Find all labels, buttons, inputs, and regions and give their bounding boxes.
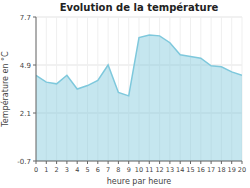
- x-tick-label: 3: [65, 166, 69, 174]
- x-tick-label: 8: [116, 166, 120, 174]
- area: [36, 35, 242, 161]
- x-tick-label: 4: [75, 166, 79, 174]
- x-tick: [46, 161, 47, 164]
- x-tick: [169, 161, 170, 164]
- y-tick: [33, 65, 36, 66]
- line: [36, 35, 242, 96]
- y-tick-label: 7.7: [20, 14, 31, 22]
- plot-area: [36, 35, 242, 161]
- x-tick-label: 9: [127, 166, 131, 174]
- x-tick: [190, 161, 191, 164]
- x-tick: [200, 161, 201, 164]
- x-tick-label: 14: [176, 166, 184, 174]
- x-tick-label: 2: [55, 166, 59, 174]
- y-tick: [33, 17, 36, 18]
- x-tick-label: 20: [238, 166, 246, 174]
- grid-line-x: [36, 17, 37, 161]
- x-tick-label: 6: [96, 166, 100, 174]
- x-tick: [159, 161, 160, 164]
- x-tick: [180, 161, 181, 164]
- x-tick: [128, 161, 129, 164]
- x-tick: [87, 161, 88, 164]
- x-tick: [77, 161, 78, 164]
- x-tick-label: 19: [228, 166, 236, 174]
- y-axis-line: [36, 17, 37, 161]
- title: Evolution de la température: [60, 2, 219, 13]
- x-tick: [221, 161, 222, 164]
- x-tick-label: 5: [85, 166, 89, 174]
- x-tick: [242, 161, 243, 164]
- chart-svg: 01234567891011121314151617181920-0.72.14…: [0, 0, 250, 188]
- x-tick-label: 1: [44, 166, 48, 174]
- x-tick: [118, 161, 119, 164]
- y-axis-label: Température en °C: [0, 51, 10, 128]
- grid: [36, 17, 242, 161]
- y-tick-label: -0.7: [17, 158, 31, 166]
- x-tick-label: 15: [186, 166, 194, 174]
- x-tick-label: 13: [166, 166, 174, 174]
- y-tick: [33, 161, 36, 162]
- x-tick-label: 10: [135, 166, 143, 174]
- x-tick: [108, 161, 109, 164]
- y-tick-label: 4.9: [20, 62, 31, 70]
- x-tick: [149, 161, 150, 164]
- x-axis-label: heure par heure: [107, 177, 172, 186]
- x-tick-label: 18: [217, 166, 225, 174]
- x-tick: [139, 161, 140, 164]
- x-tick: [211, 161, 212, 164]
- x-tick-label: 7: [106, 166, 110, 174]
- axes: 01234567891011121314151617181920-0.72.14…: [17, 14, 246, 175]
- x-tick-label: 0: [34, 166, 38, 174]
- x-tick: [56, 161, 57, 164]
- x-tick-label: 12: [155, 166, 163, 174]
- x-tick-label: 16: [197, 166, 205, 174]
- x-tick-label: 17: [207, 166, 215, 174]
- chart-container: 01234567891011121314151617181920-0.72.14…: [0, 0, 250, 188]
- x-tick-label: 11: [145, 166, 153, 174]
- x-tick: [66, 161, 67, 164]
- y-tick: [33, 113, 36, 114]
- y-tick-label: 2.1: [20, 110, 31, 118]
- x-tick: [231, 161, 232, 164]
- x-tick: [97, 161, 98, 164]
